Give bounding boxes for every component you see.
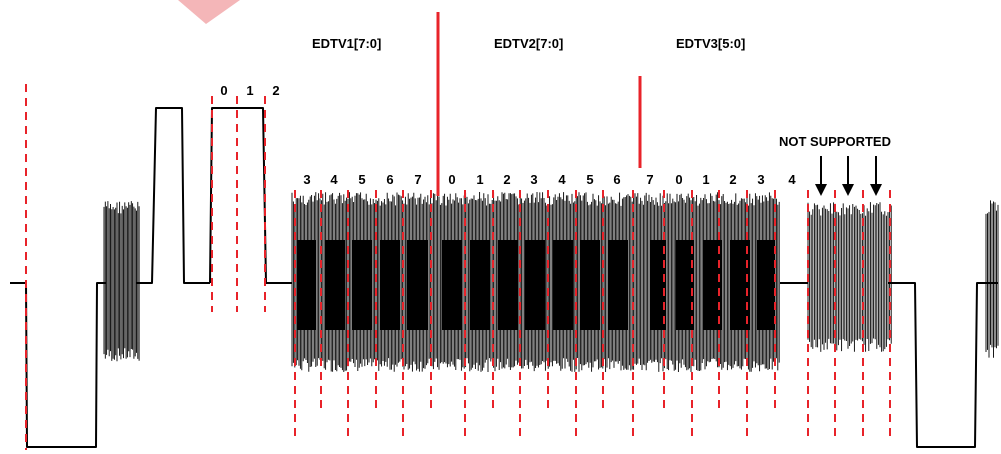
bit-label: 4 bbox=[788, 172, 796, 187]
bit-core-14 bbox=[703, 240, 722, 330]
bit-label: 1 bbox=[476, 172, 483, 187]
bit-label: 3 bbox=[303, 172, 310, 187]
top-bit-label: 1 bbox=[246, 83, 253, 98]
bit-core-2 bbox=[352, 240, 372, 330]
unsupported-burst bbox=[807, 202, 892, 352]
bit-core-8 bbox=[525, 240, 545, 330]
label-edtv1: EDTV1[7:0] bbox=[312, 36, 381, 51]
bit-label: 7 bbox=[646, 172, 653, 187]
bit-label: 1 bbox=[702, 172, 709, 187]
bit-core-9 bbox=[553, 240, 573, 330]
bit-number-labels: 0 1 2 3 4 5 6 7 0 1 2 3 4 5 6 7 0 1 2 3 4 bbox=[220, 83, 796, 187]
bit-core-10 bbox=[580, 240, 600, 330]
label-edtv3: EDTV3[5:0] bbox=[676, 36, 745, 51]
bit-core-6 bbox=[470, 240, 490, 330]
bit-core-16 bbox=[757, 240, 775, 330]
label-edtv2: EDTV2[7:0] bbox=[494, 36, 563, 51]
bit-label: 4 bbox=[330, 172, 338, 187]
bit-core-0 bbox=[297, 240, 316, 330]
bit-label: 2 bbox=[503, 172, 510, 187]
bit-core-11 bbox=[608, 240, 628, 330]
bit-core-3 bbox=[380, 240, 400, 330]
color-burst bbox=[103, 201, 140, 362]
bit-label: 3 bbox=[530, 172, 537, 187]
bit-core-1 bbox=[325, 240, 345, 330]
bit-label: 0 bbox=[675, 172, 682, 187]
corner-accent bbox=[178, 0, 240, 24]
bit-core-4 bbox=[407, 240, 428, 330]
pulse-1-trace bbox=[136, 107, 210, 284]
bit-label: 4 bbox=[558, 172, 566, 187]
bit-label: 3 bbox=[757, 172, 764, 187]
sync-pulse-trace bbox=[10, 282, 106, 448]
down-arrow-icon bbox=[815, 156, 827, 196]
bit-boundary-markers bbox=[25, 84, 891, 450]
bit-label: 0 bbox=[448, 172, 455, 187]
bit-core-15 bbox=[730, 240, 750, 330]
not-supported-label: NOT SUPPORTED bbox=[779, 134, 891, 149]
down-arrow-icon bbox=[842, 156, 854, 196]
bit-core-13 bbox=[676, 240, 694, 330]
bit-core-7 bbox=[498, 240, 518, 330]
top-bit-label: 2 bbox=[272, 83, 279, 98]
bit-label: 7 bbox=[414, 172, 421, 187]
pulse-2-trace bbox=[209, 107, 292, 284]
edge-burst bbox=[985, 200, 999, 358]
bit-label: 5 bbox=[358, 172, 365, 187]
bit-core-5 bbox=[442, 240, 462, 330]
bit-label: 6 bbox=[613, 172, 620, 187]
bit-core-12 bbox=[650, 240, 666, 330]
bit-label: 2 bbox=[729, 172, 736, 187]
not-supported-arrows bbox=[815, 156, 882, 196]
data-bursts bbox=[103, 192, 999, 372]
top-bit-label: 0 bbox=[220, 83, 227, 98]
tail-trace bbox=[888, 282, 998, 448]
bit-label: 6 bbox=[386, 172, 393, 187]
down-arrow-icon bbox=[870, 156, 882, 196]
bit-label: 5 bbox=[586, 172, 593, 187]
